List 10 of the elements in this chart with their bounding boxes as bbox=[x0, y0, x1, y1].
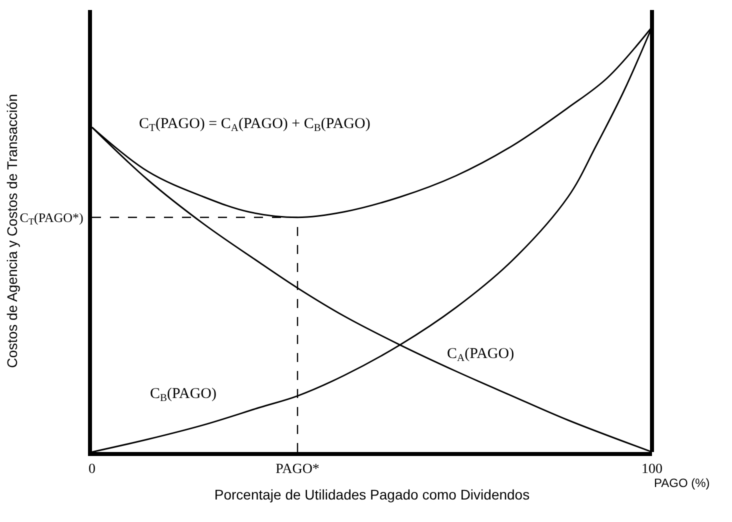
annotation: C$_{T}$(PAGO) = C$_{A}$(PAGO) + C$_{B}$(PAGO) bbox=[139, 116, 370, 134]
annotation: C$_{B}$(PAGO) bbox=[150, 386, 216, 404]
annotation: C$_{A}$(PAGO) bbox=[447, 346, 514, 364]
ref-line-label: PAGO* bbox=[276, 462, 320, 477]
ref-line-label: C$_{T}$(PAGO*) bbox=[20, 210, 84, 227]
text: PAGO (%) bbox=[654, 476, 710, 490]
y-axis-title: Costos de Agencia y Costos de Transacción bbox=[4, 94, 20, 368]
x-axis-title: Porcentaje de Utilidades Pagado como Dividendos bbox=[214, 486, 530, 503]
x-tick-label: 0 bbox=[88, 462, 96, 477]
x-tick-label: 100 bbox=[642, 462, 662, 477]
